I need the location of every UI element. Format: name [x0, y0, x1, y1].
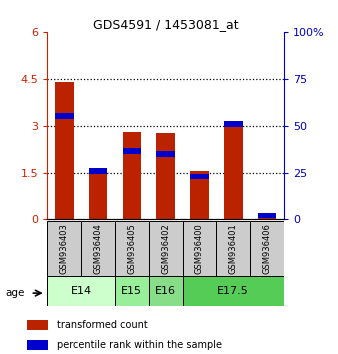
Bar — [47, 276, 115, 306]
Bar — [216, 221, 250, 276]
Bar — [224, 121, 243, 219]
Text: GSM936402: GSM936402 — [161, 223, 170, 274]
Bar — [183, 276, 284, 306]
Bar — [190, 171, 209, 219]
Bar — [89, 168, 107, 174]
Text: GSM936404: GSM936404 — [94, 223, 102, 274]
Text: E16: E16 — [155, 286, 176, 296]
Bar — [55, 114, 74, 119]
Bar — [55, 82, 74, 219]
Bar — [123, 132, 141, 219]
Text: age: age — [5, 288, 24, 298]
Text: E14: E14 — [71, 286, 92, 296]
Title: GDS4591 / 1453081_at: GDS4591 / 1453081_at — [93, 18, 238, 31]
Bar — [149, 276, 183, 306]
Bar — [224, 121, 243, 127]
Bar — [149, 221, 183, 276]
Bar — [47, 221, 81, 276]
Bar — [115, 276, 149, 306]
Text: GSM936401: GSM936401 — [229, 223, 238, 274]
Bar — [190, 173, 209, 179]
Text: GSM936406: GSM936406 — [263, 223, 271, 274]
Bar — [27, 320, 48, 330]
Text: GSM936403: GSM936403 — [60, 223, 69, 274]
Bar — [183, 221, 216, 276]
Bar — [81, 221, 115, 276]
Text: percentile rank within the sample: percentile rank within the sample — [57, 339, 222, 350]
Bar — [258, 213, 276, 219]
Bar — [156, 133, 175, 219]
Text: GSM936400: GSM936400 — [195, 223, 204, 274]
Text: E15: E15 — [121, 286, 142, 296]
Bar — [115, 221, 149, 276]
Bar — [27, 340, 48, 350]
Text: transformed count: transformed count — [57, 320, 148, 330]
Bar — [123, 148, 141, 154]
Bar — [89, 168, 107, 219]
Text: E17.5: E17.5 — [217, 286, 249, 296]
Text: GSM936405: GSM936405 — [127, 223, 136, 274]
Bar — [156, 151, 175, 156]
Bar — [258, 213, 276, 218]
Bar — [250, 221, 284, 276]
